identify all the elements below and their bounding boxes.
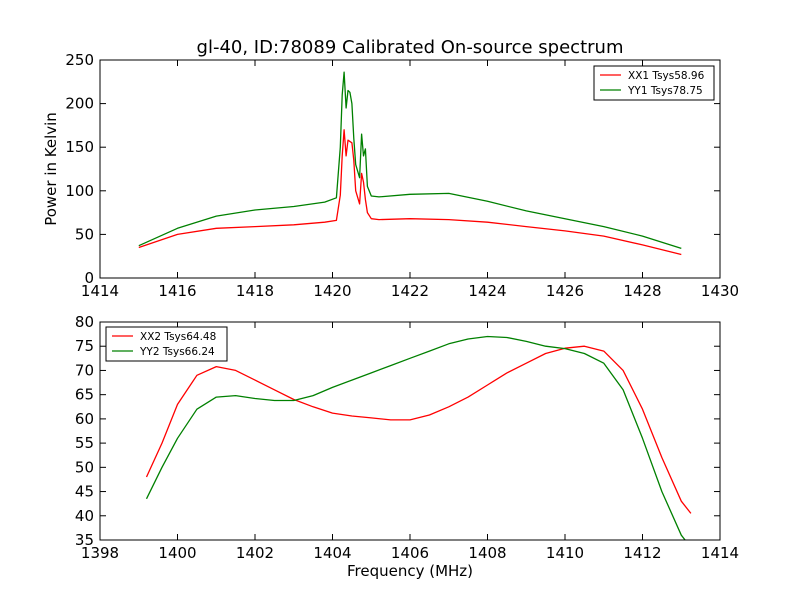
chart-title: gl-40, ID:78089 Calibrated On-source spe…: [197, 37, 624, 58]
top-x-tick-label: 1418: [236, 282, 274, 300]
series-line-bottom-1: [145, 335, 686, 540]
top-x-tick-label: 1424: [468, 282, 506, 300]
bottom-y-tick-label: 80: [75, 313, 94, 331]
top-y-tick-label: 50: [75, 225, 94, 243]
top-x-tick-label: 1414: [81, 282, 119, 300]
bottom-x-tick-label: 1412: [623, 544, 661, 562]
top-x-tick-label: 1422: [391, 282, 429, 300]
bottom-plot-ticks: 1398 1400 1402 1404 1406 1408 1410 1412 1414 35 40…: [75, 313, 739, 562]
bottom-legend-label-yy2: YY2 Tsys66.24: [139, 346, 215, 358]
top-x-tick-label: 1426: [546, 282, 584, 300]
bottom-plot-xlabel: Frequency (MHz): [347, 562, 473, 580]
top-x-tick-label: 1420: [313, 282, 351, 300]
bottom-x-tick-label: 1402: [236, 544, 274, 562]
bottom-y-tick-label: 60: [75, 410, 94, 428]
bottom-y-tick-label: 55: [75, 434, 94, 452]
bottom-y-tick-label: 45: [75, 483, 94, 501]
top-x-tick-label: 1430: [701, 282, 739, 300]
bottom-y-tick-label: 50: [75, 458, 94, 476]
bottom-y-tick-label: 40: [75, 507, 94, 525]
bottom-x-tick-label: 1404: [313, 544, 351, 562]
top-y-tick-label: 0: [84, 269, 94, 287]
bottom-plot: 1398 1400 1402 1404 1406 1408 1410 1412 1414 35 40…: [75, 313, 739, 580]
top-plot: 1414 1416 1418 1420 1422 1424 1426 1428 1430 0 50 1…: [42, 51, 739, 300]
bottom-y-tick-label: 35: [75, 531, 94, 549]
bottom-x-tick-label: 1398: [81, 544, 119, 562]
top-y-tick-label: 100: [65, 182, 94, 200]
bottom-x-tick-label: 1408: [468, 544, 506, 562]
bottom-y-tick-label: 70: [75, 361, 94, 379]
bottom-x-tick-label: 1414: [701, 544, 739, 562]
bottom-x-tick-label: 1410: [546, 544, 584, 562]
top-legend-label-xx1: XX1 Tsys58.96: [628, 70, 705, 82]
top-legend-box: [593, 65, 715, 101]
top-plot-ticks: 1414 1416 1418 1420 1422 1424 1426 1428 1430 0 50 1…: [65, 51, 739, 300]
bottom-legend-label-xx2: XX2 Tsys64.48: [140, 331, 216, 343]
top-plot-legend: XX1 Tsys58.96 YY1 Tsys78.75: [593, 65, 715, 101]
bottom-y-tick-label: 65: [75, 386, 94, 404]
top-x-tick-label: 1416: [158, 282, 196, 300]
top-x-tick-label: 1428: [623, 282, 661, 300]
bottom-plot-series: [145, 335, 692, 540]
top-y-tick-label: 200: [65, 95, 94, 113]
top-y-tick-label: 150: [65, 138, 94, 156]
top-plot-ylabel: Power in Kelvin: [42, 112, 60, 226]
series-line-top-0: [138, 129, 682, 256]
series-line-bottom-0: [145, 345, 692, 514]
series-line-top-1: [138, 71, 682, 250]
bottom-x-tick-label: 1406: [391, 544, 429, 562]
bottom-y-tick-label: 75: [75, 337, 94, 355]
bottom-plot-legend: XX2 Tsys64.48 YY2 Tsys66.24: [105, 326, 228, 362]
top-legend-label-yy1: YY1 Tsys78.75: [627, 85, 703, 97]
bottom-legend-box: [105, 326, 228, 362]
bottom-x-tick-label: 1400: [158, 544, 196, 562]
top-plot-series: [138, 71, 682, 256]
top-y-tick-label: 250: [65, 51, 94, 69]
